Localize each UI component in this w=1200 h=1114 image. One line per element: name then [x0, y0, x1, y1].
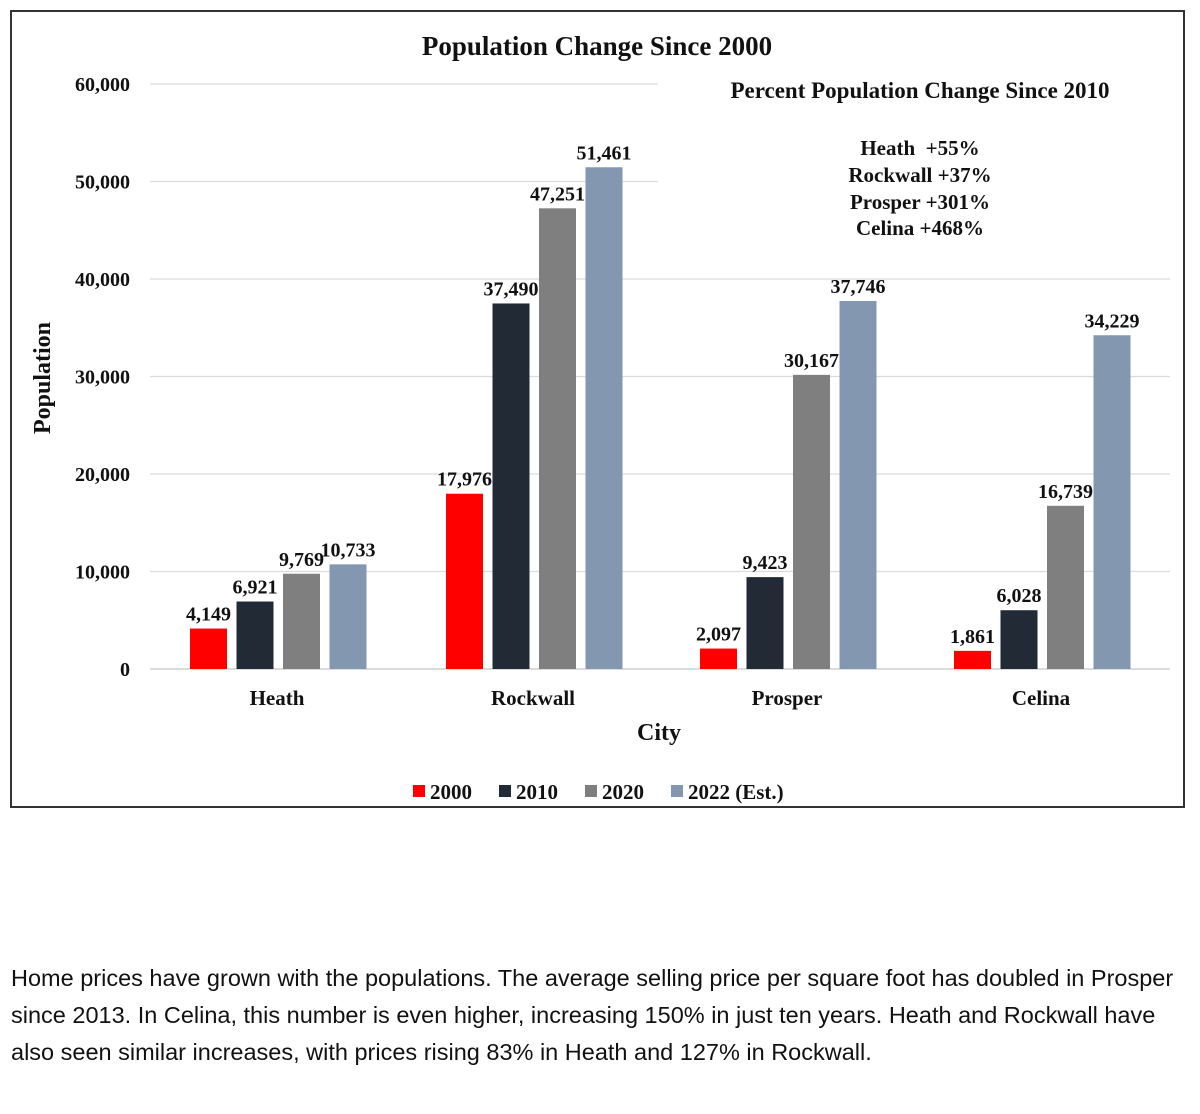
y-tick-label: 10,000: [75, 562, 130, 584]
data-label: 30,167: [784, 350, 839, 372]
x-tick-label: Prosper: [752, 686, 823, 710]
bar-heath-2010: [236, 601, 274, 669]
annotation-line-rockwall: Rockwall +37%: [848, 163, 991, 187]
chart-title: Population Change Since 2000: [422, 31, 772, 61]
legend-label: 2020: [602, 780, 644, 804]
data-label: 37,490: [484, 278, 539, 300]
x-tick-label: Rockwall: [491, 686, 575, 710]
data-label: 16,739: [1038, 481, 1093, 503]
bar-celina-2022Est: [1093, 335, 1131, 669]
bar-heath-2000: [190, 628, 227, 669]
data-label: 47,251: [530, 183, 585, 205]
data-label: 2,097: [696, 624, 741, 646]
bar-rockwall-2022Est: [585, 167, 623, 669]
data-label: 9,769: [279, 549, 324, 571]
chart-frame: [10, 10, 1185, 808]
body-paragraph: Home prices have grown with the populati…: [11, 965, 1174, 1065]
bar-heath-2022Est: [329, 564, 367, 669]
y-tick-label: 20,000: [75, 464, 130, 486]
annotation-line-celina: Celina +468%: [856, 216, 984, 240]
bar-celina-2020: [1047, 505, 1084, 669]
data-label: 6,028: [997, 585, 1042, 607]
legend-swatch: [499, 785, 511, 797]
bar-prosper-2022Est: [839, 300, 877, 669]
data-label: 9,423: [743, 552, 788, 574]
x-axis-label: City: [637, 720, 681, 746]
legend-label: 2010: [516, 780, 558, 804]
bar-celina-2010: [1000, 610, 1038, 669]
legend-swatch: [671, 785, 683, 797]
data-label: 6,921: [233, 577, 278, 599]
y-tick-label: 60,000: [75, 74, 130, 96]
bar-prosper-2020: [793, 374, 830, 669]
bar-heath-2020: [283, 573, 320, 669]
legend-swatch: [413, 785, 425, 797]
data-label: 4,149: [186, 604, 231, 626]
legend-swatch: [585, 785, 597, 797]
population-bar-chart: 0 10,000 20,000 30,000 40,000 50,000 60,000 He…: [30, 31, 1170, 804]
annotation-title: Percent Population Change Since 2010: [730, 78, 1109, 103]
data-label: 1,861: [950, 626, 995, 648]
y-tick-label: 30,000: [75, 367, 130, 389]
data-label: 10,733: [321, 539, 376, 561]
data-label: 17,976: [437, 469, 492, 491]
bar-prosper-2010: [746, 577, 784, 669]
data-label: 37,746: [831, 276, 886, 298]
y-tick-label: 0: [120, 659, 130, 681]
bar-celina-2000: [954, 650, 991, 669]
legend-label: 2022 (Est.): [688, 780, 784, 804]
annotation-line-prosper: Prosper +301%: [850, 190, 990, 214]
x-tick-label: Celina: [1012, 686, 1071, 710]
y-tick-label: 50,000: [75, 172, 130, 194]
data-label: 34,229: [1085, 310, 1140, 332]
data-label: 51,461: [577, 142, 632, 164]
x-tick-label: Heath: [250, 686, 305, 710]
bar-prosper-2000: [700, 648, 737, 669]
bar-rockwall-2020: [539, 208, 576, 670]
bar-rockwall-2010: [492, 303, 530, 669]
y-tick-label: 40,000: [75, 269, 130, 291]
legend-label: 2000: [430, 780, 472, 804]
y-axis-label: Population: [30, 322, 56, 434]
annotation-line-heath: Heath +55%: [860, 136, 979, 160]
bar-rockwall-2000: [446, 493, 483, 669]
